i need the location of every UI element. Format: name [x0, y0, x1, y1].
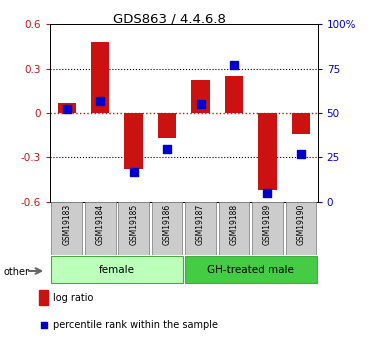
Text: GH-treated male: GH-treated male — [207, 265, 294, 275]
Point — [264, 190, 271, 196]
Text: GSM19187: GSM19187 — [196, 204, 205, 245]
FancyBboxPatch shape — [185, 203, 216, 255]
Point — [131, 169, 137, 174]
Bar — [258, 113, 277, 190]
Bar — [225, 76, 243, 113]
FancyBboxPatch shape — [152, 203, 182, 255]
FancyBboxPatch shape — [85, 203, 116, 255]
Text: GDS863 / 4.4.6.8: GDS863 / 4.4.6.8 — [113, 12, 226, 25]
Text: GSM19189: GSM19189 — [263, 204, 272, 245]
FancyBboxPatch shape — [51, 256, 183, 284]
Text: GSM19184: GSM19184 — [96, 204, 105, 245]
Point — [164, 146, 170, 151]
Point — [198, 101, 204, 107]
Bar — [38, 290, 48, 305]
Text: female: female — [99, 265, 135, 275]
FancyBboxPatch shape — [219, 203, 249, 255]
FancyBboxPatch shape — [51, 203, 82, 255]
Bar — [158, 113, 176, 138]
FancyBboxPatch shape — [286, 203, 316, 255]
Text: GSM19183: GSM19183 — [62, 204, 71, 245]
Bar — [124, 113, 143, 169]
Text: log ratio: log ratio — [53, 293, 94, 303]
Bar — [292, 113, 310, 134]
Point — [64, 107, 70, 112]
Text: GSM19190: GSM19190 — [296, 204, 305, 245]
FancyBboxPatch shape — [252, 203, 283, 255]
FancyBboxPatch shape — [184, 256, 317, 284]
Text: GSM19186: GSM19186 — [162, 204, 172, 245]
Bar — [191, 80, 210, 113]
Bar — [91, 42, 109, 113]
Point — [298, 151, 304, 157]
Text: GSM19185: GSM19185 — [129, 204, 138, 245]
Point — [231, 62, 237, 68]
Bar — [58, 102, 76, 113]
Text: percentile rank within the sample: percentile rank within the sample — [53, 321, 218, 330]
Text: other: other — [4, 267, 30, 277]
Point — [97, 98, 103, 103]
Text: GSM19188: GSM19188 — [229, 204, 239, 245]
FancyBboxPatch shape — [118, 203, 149, 255]
